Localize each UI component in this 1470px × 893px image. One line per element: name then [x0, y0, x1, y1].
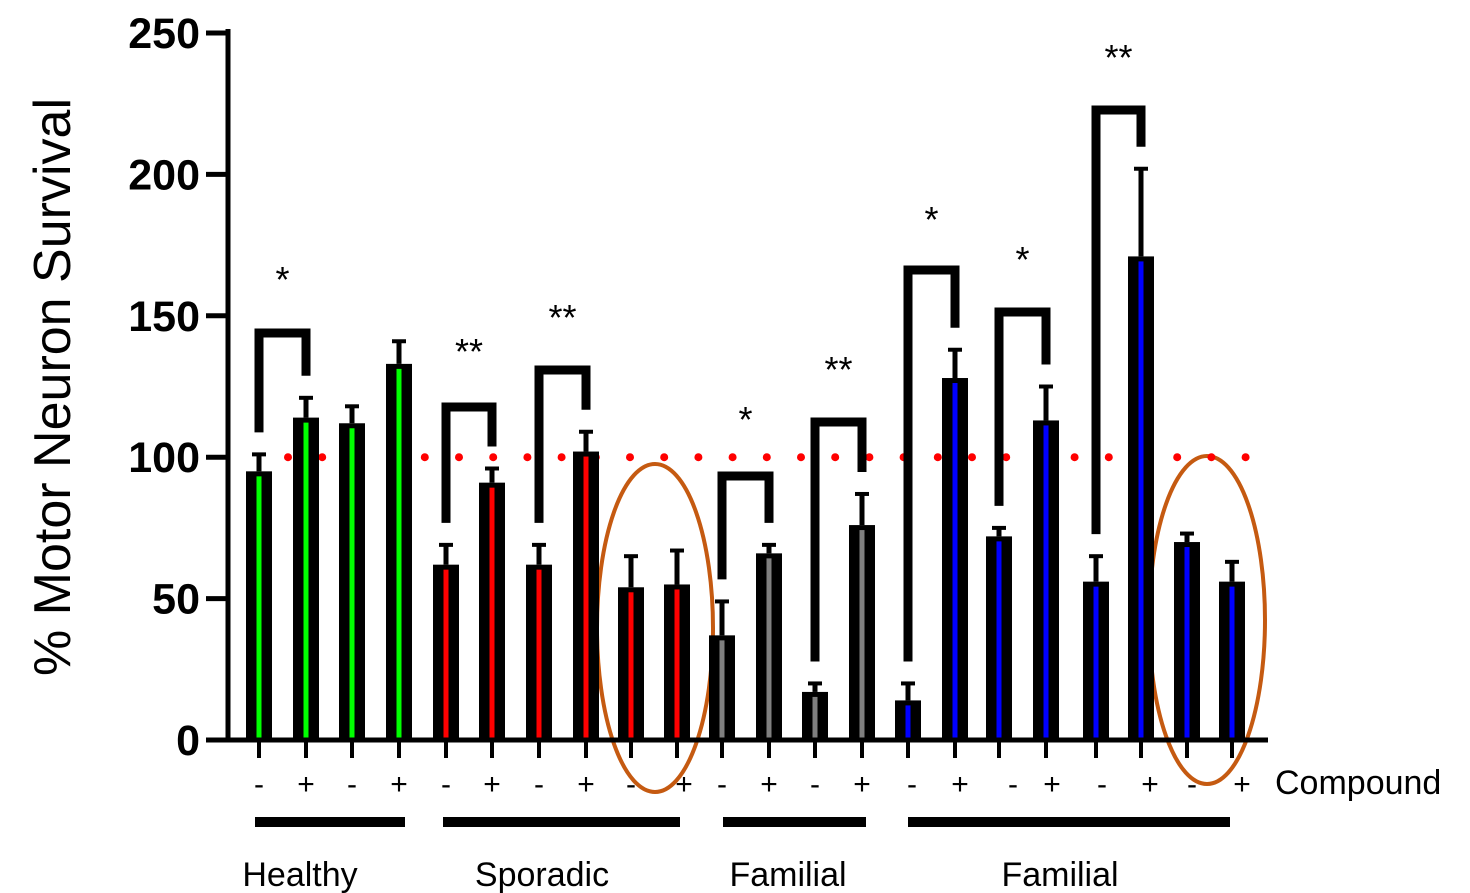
labels-layer: % Motor Neuron Survival- + - + - + - + - + - + - + - + -…	[24, 98, 1441, 893]
bar-fill	[996, 541, 1002, 740]
compound-tick-label: +	[853, 768, 871, 801]
compound-tick-label: +	[1043, 768, 1061, 801]
compound-tick-label: -	[1008, 768, 1018, 801]
significance-bracket	[1091, 105, 1146, 535]
significance-bracket	[441, 402, 497, 523]
highlight-ellipse	[595, 462, 715, 794]
significance-layer: ************	[254, 37, 1146, 662]
bar-fill	[489, 487, 495, 740]
bar-fill	[256, 476, 262, 740]
compound-tick-label: -	[626, 768, 636, 801]
significance-bracket	[994, 307, 1051, 506]
y-tick-label: 50	[152, 576, 200, 624]
bar-fill	[674, 589, 680, 740]
compound-tick-label: +	[675, 768, 693, 801]
significance-label: **	[548, 297, 576, 338]
compound-row-label: Compound	[1275, 764, 1441, 802]
highlight-ellipse	[1147, 454, 1267, 786]
bar-fill	[859, 530, 865, 740]
y-tick-label: 200	[128, 151, 200, 199]
compound-tick-label: -	[347, 768, 357, 801]
compound-tick-label: +	[297, 768, 315, 801]
bar-fill	[1093, 586, 1099, 740]
bars-layer	[246, 256, 1245, 740]
bar-fill	[812, 696, 818, 740]
bar-fill	[766, 558, 772, 740]
bar-fill	[1229, 586, 1235, 740]
bar-fill	[628, 592, 634, 740]
compound-tick-label: -	[810, 768, 820, 801]
compound-tick-label: +	[760, 768, 778, 801]
compound-tick-label: +	[951, 768, 969, 801]
compound-tick-label: -	[1097, 768, 1107, 801]
axes-layer: 0 50 100 150 200 250	[128, 10, 1268, 765]
compound-tick-label: +	[1141, 768, 1159, 801]
compound-tick-label: +	[577, 768, 595, 801]
significance-label: *	[1015, 239, 1029, 280]
significance-bracket	[534, 365, 591, 523]
bar-fill	[1138, 261, 1144, 740]
compound-tick-label: +	[1233, 768, 1251, 801]
error-bars-layer	[252, 166, 1239, 701]
compound-tick-label: -	[254, 768, 264, 801]
significance-label: *	[738, 399, 752, 440]
y-tick-label: 0	[176, 717, 200, 765]
bar-fill	[303, 422, 309, 740]
significance-bracket	[717, 471, 774, 580]
bar-fill	[349, 428, 355, 740]
significance-bracket	[254, 328, 311, 433]
bar-fill	[443, 569, 449, 740]
compound-tick-label: -	[534, 768, 544, 801]
significance-label: **	[824, 349, 852, 390]
bar-fill	[536, 569, 542, 740]
bar-fill	[1184, 547, 1190, 740]
y-tick-label: 150	[128, 293, 200, 341]
compound-tick-label: +	[483, 768, 501, 801]
y-tick-label: 250	[128, 10, 200, 58]
bar-fill	[719, 640, 725, 740]
bar-fill	[905, 705, 911, 740]
bar-fill	[952, 383, 958, 740]
significance-label: *	[275, 259, 289, 300]
y-tick-label: 100	[128, 434, 200, 482]
significance-label: **	[1104, 37, 1132, 78]
compound-tick-label: -	[1187, 768, 1197, 801]
bar-fill	[583, 456, 589, 740]
compound-tick-label: -	[907, 768, 917, 801]
significance-label: **	[455, 331, 483, 372]
significance-bracket	[903, 265, 960, 662]
group-label: Familial	[729, 856, 846, 893]
bar-fill	[1043, 425, 1049, 740]
y-axis-label: % Motor Neuron Survival	[24, 98, 82, 676]
compound-tick-label: +	[390, 768, 408, 801]
bar-fill	[396, 368, 402, 740]
group-label: Sporadic	[475, 856, 609, 893]
significance-bracket	[810, 417, 867, 662]
compound-tick-label: -	[717, 768, 727, 801]
group-label: Familial	[1001, 856, 1118, 893]
group-label: Healthy	[242, 856, 357, 893]
compound-tick-label: -	[441, 768, 451, 801]
significance-label: *	[924, 199, 938, 240]
